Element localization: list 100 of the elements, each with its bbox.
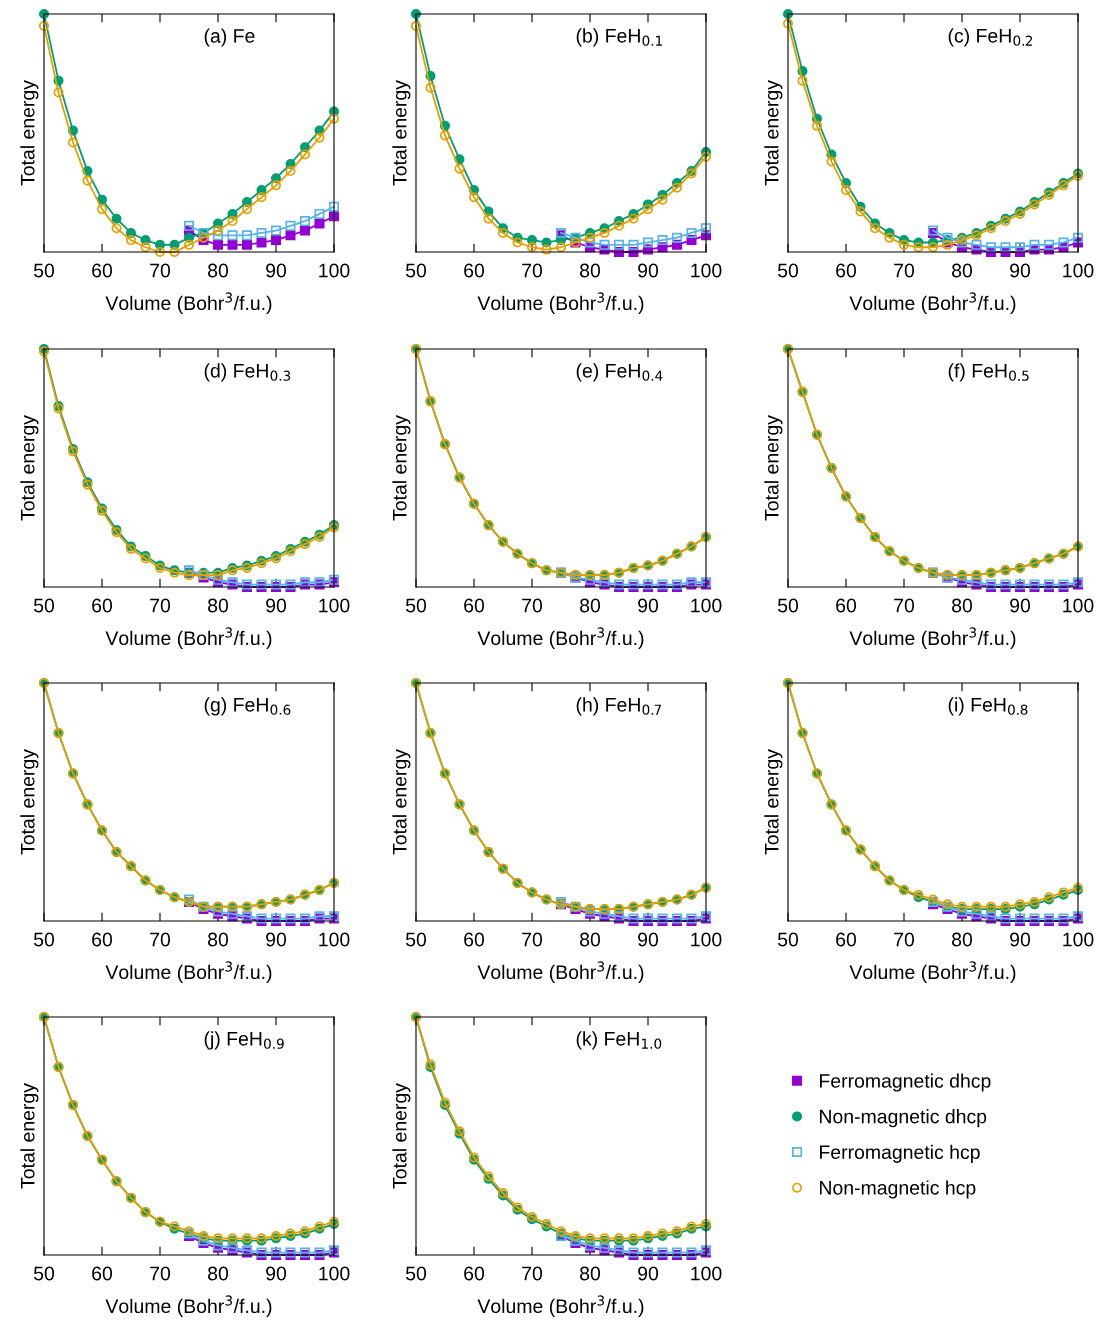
x-tick-label: 100 [1063,598,1094,613]
x-tick-label: 90 [266,263,287,278]
text: (d) FeH$_{0.3}$ [204,363,291,382]
x-tick-label: 70 [894,932,915,947]
legend-label: Ferromagnetic dhcp [820,1073,991,1092]
x-tick-label: 80 [580,598,601,613]
x-tick-label: 100 [319,932,350,947]
x-tick-label: 80 [208,932,229,947]
text: (h) FeH$_{0.7}$ [576,697,662,716]
x-tick-label: 80 [208,1266,229,1281]
x-tick-label: 60 [92,932,113,947]
x-axis-title: Volume (Bohr$^{3}$/f.u.) [849,292,1016,314]
x-tick-label: 70 [522,263,543,278]
x-tick-label: 50 [33,1266,55,1281]
x-tick-label: 50 [777,598,799,613]
x-tick-label: 80 [580,932,601,947]
x-tick-label: 80 [952,263,973,278]
x-tick-label: 70 [150,1266,171,1281]
x-tick-label: 90 [266,598,287,613]
x-axis-title: Volume (Bohr$^{3}$/f.u.) [849,961,1016,983]
x-tick-label: 50 [777,263,799,278]
x-tick-label: 80 [952,932,973,947]
x-axis-title: Volume (Bohr$^{3}$/f.u.) [849,627,1016,649]
x-tick-label: 90 [266,1266,287,1281]
legend-label: Ferromagnetic hcp [820,1144,980,1163]
x-tick-label: 80 [580,263,601,278]
x-tick-label: 100 [691,263,722,278]
text: (j) FeH$_{0.9}$ [204,1031,284,1050]
x-tick-label: 90 [1010,598,1031,613]
x-axis-title: Volume (Bohr$^{3}$/f.u.) [477,292,644,314]
x-tick-label: 50 [777,932,799,947]
x-tick-label: 60 [464,1266,485,1281]
legend-label: Non-magnetic hcp [820,1180,976,1199]
y-axis-title: Total energy [764,415,783,521]
x-tick-label: 90 [1010,932,1031,947]
x-tick-label: 70 [894,598,915,613]
y-axis-title: Total energy [392,415,411,521]
text: (k) FeH$_{1.0}$ [576,1031,662,1050]
x-axis-title: Volume (Bohr$^{3}$/f.u.) [477,627,644,649]
x-axis-title: Volume (Bohr$^{3}$/f.u.) [477,961,644,983]
x-tick-label: 60 [464,598,485,613]
x-tick-label: 90 [1010,263,1031,278]
x-axis-title: Volume (Bohr$^{3}$/f.u.) [105,292,272,314]
x-tick-label: 70 [150,263,171,278]
text: (b) FeH$_{0.1}$ [576,28,662,47]
x-tick-label: 80 [952,598,973,613]
x-tick-label: 50 [405,932,427,947]
x-tick-label: 100 [691,1266,722,1281]
x-tick-label: 90 [638,1266,659,1281]
x-tick-label: 100 [319,598,350,613]
text: (f) FeH$_{0.5}$ [948,363,1029,382]
x-tick-label: 50 [405,598,427,613]
x-tick-label: 100 [691,932,722,947]
x-tick-label: 90 [638,598,659,613]
text: (g) FeH$_{0.6}$ [204,697,291,716]
legend-label: Non-magnetic dhcp [820,1109,987,1128]
x-tick-label: 60 [92,1266,113,1281]
y-axis-title: Total energy [20,80,39,186]
x-axis-title: Volume (Bohr$^{3}$/f.u.) [105,627,272,649]
y-axis-title: Total energy [392,749,411,855]
x-tick-label: 70 [522,932,543,947]
x-tick-label: 90 [638,263,659,278]
x-tick-label: 100 [319,263,350,278]
x-axis-title: Volume (Bohr$^{3}$/f.u.) [477,1295,644,1317]
text: (a) Fe [204,28,255,47]
x-tick-label: 50 [33,598,55,613]
x-tick-label: 60 [836,263,857,278]
x-tick-label: 80 [580,1266,601,1281]
y-axis-title: Total energy [20,1083,39,1189]
y-axis-title: Total energy [392,1083,411,1189]
x-tick-label: 80 [208,263,229,278]
x-tick-label: 60 [836,598,857,613]
x-tick-label: 100 [319,1266,350,1281]
x-axis-title: Volume (Bohr$^{3}$/f.u.) [105,1295,272,1317]
x-tick-label: 50 [33,263,55,278]
x-tick-label: 60 [836,932,857,947]
x-tick-label: 60 [464,263,485,278]
x-tick-label: 70 [150,598,171,613]
x-tick-label: 60 [92,263,113,278]
x-tick-label: 100 [691,598,722,613]
x-tick-label: 60 [92,598,113,613]
x-tick-label: 80 [208,598,229,613]
x-tick-label: 70 [522,1266,543,1281]
x-tick-label: 100 [1063,263,1094,278]
x-tick-label: 60 [464,932,485,947]
x-tick-label: 50 [33,932,55,947]
x-tick-label: 70 [894,263,915,278]
x-tick-label: 90 [266,932,287,947]
text: (e) FeH$_{0.4}$ [576,363,663,382]
x-tick-label: 70 [150,932,171,947]
y-axis-title: Total energy [20,415,39,521]
x-tick-label: 90 [638,932,659,947]
y-axis-title: Total energy [764,80,783,186]
x-tick-label: 100 [1063,932,1094,947]
x-tick-label: 50 [405,263,427,278]
y-axis-title: Total energy [764,749,783,855]
x-tick-label: 50 [405,1266,427,1281]
text: (c) FeH$_{0.2}$ [948,28,1033,47]
y-axis-title: Total energy [392,80,411,186]
text: (i) FeH$_{0.8}$ [948,697,1028,716]
